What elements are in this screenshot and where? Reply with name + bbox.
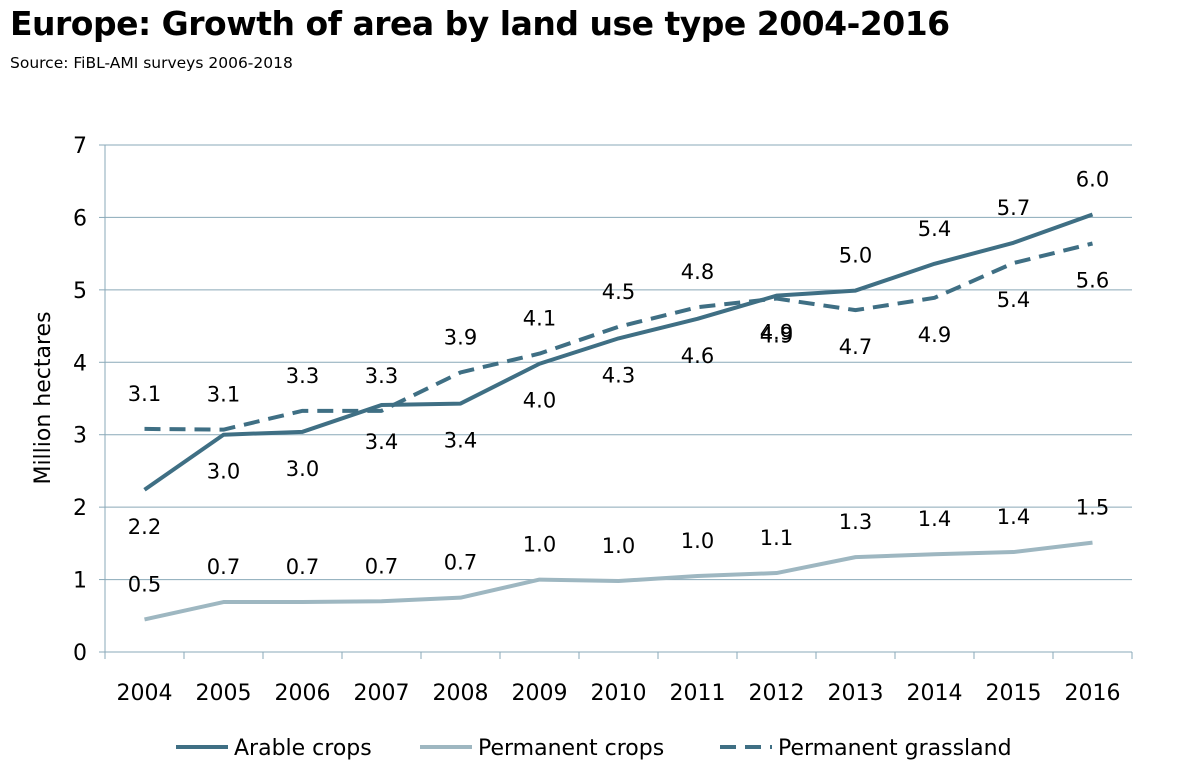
data-label: 0.7 xyxy=(365,554,398,578)
data-label: 0.7 xyxy=(207,555,240,579)
x-tick-label: 2007 xyxy=(354,681,410,706)
data-label: 3.1 xyxy=(207,383,240,407)
y-tick-label: 6 xyxy=(73,206,87,231)
x-tick-label: 2013 xyxy=(828,681,884,706)
data-label: 1.0 xyxy=(523,533,556,557)
chart-subtitle: Source: FiBL-AMI surveys 2006-2018 xyxy=(10,54,293,72)
series-line-permanent-crops xyxy=(144,540,1093,622)
data-labels: 2.2 3.0 3.0 3.4 3.4 4.0 4.3 4.6 4.9 5.0 5.4 5.7 6.0 0… xyxy=(128,168,1109,597)
y-tick-label: 0 xyxy=(73,641,87,666)
data-label: 3.9 xyxy=(444,325,477,349)
x-axis-ticks: 2004 2005 2006 2007 2008 2009 2010 2011 2012 2013… xyxy=(117,681,1121,706)
data-label: 4.1 xyxy=(523,307,556,331)
data-label: 3.4 xyxy=(444,429,477,453)
chart-title: Europe: Growth of area by land use type … xyxy=(10,4,950,43)
data-label: 0.7 xyxy=(444,551,477,575)
x-tick-label: 2010 xyxy=(591,681,647,706)
data-label: 4.5 xyxy=(602,280,635,304)
y-tick-label: 5 xyxy=(73,279,87,304)
legend-entry: Permanent grassland xyxy=(778,736,1012,761)
y-tick-label: 7 xyxy=(73,134,87,159)
data-label: 1.0 xyxy=(681,529,714,553)
y-axis-label: Million hectares xyxy=(31,311,56,484)
data-label: 5.6 xyxy=(1076,269,1109,293)
x-tick-label: 2006 xyxy=(275,681,331,706)
data-label: 5.7 xyxy=(997,196,1030,220)
series-line-permanent-grassland xyxy=(144,241,1093,432)
data-label: 1.1 xyxy=(760,526,793,550)
data-label: 5.0 xyxy=(839,244,872,268)
data-label: 4.3 xyxy=(602,363,635,387)
x-tick-label: 2005 xyxy=(196,681,252,706)
axes xyxy=(99,144,1133,659)
data-label: 5.4 xyxy=(918,217,951,241)
y-tick-label: 4 xyxy=(73,351,87,376)
data-label: 1.0 xyxy=(602,534,635,558)
data-label: 1.3 xyxy=(839,510,872,534)
x-tick-label: 2009 xyxy=(512,681,568,706)
data-label: 4.0 xyxy=(523,389,556,413)
y-tick-label: 1 xyxy=(73,569,87,594)
data-label: 3.4 xyxy=(365,430,398,454)
data-label: 4.6 xyxy=(681,344,714,368)
data-label: 2.2 xyxy=(128,515,161,539)
data-label: 4.7 xyxy=(839,335,872,359)
gridlines xyxy=(105,144,1132,581)
data-label: 4.9 xyxy=(918,323,951,347)
data-label: 3.0 xyxy=(286,457,319,481)
x-tick-label: 2011 xyxy=(670,681,726,706)
y-tick-label: 2 xyxy=(73,496,87,521)
data-label: 1.4 xyxy=(997,505,1030,529)
y-axis-ticks: 0 1 2 3 4 5 6 7 xyxy=(73,134,87,666)
x-tick-label: 2012 xyxy=(749,681,805,706)
data-label: 3.3 xyxy=(286,364,319,388)
legend: Arable crops Permanent crops Permanent gra… xyxy=(176,736,1012,761)
x-tick-label: 2015 xyxy=(986,681,1042,706)
data-label: 0.5 xyxy=(128,572,161,596)
data-label: 3.3 xyxy=(365,364,398,388)
data-label: 1.5 xyxy=(1076,496,1109,520)
data-label: 3.0 xyxy=(207,460,240,484)
data-label: 4.9 xyxy=(760,324,793,348)
series-lines xyxy=(143,212,1094,622)
x-tick-label: 2016 xyxy=(1065,681,1121,706)
y-tick-label: 3 xyxy=(73,424,87,449)
x-tick-label: 2008 xyxy=(433,681,489,706)
x-tick-label: 2004 xyxy=(117,681,173,706)
series-line-arable-crops xyxy=(143,212,1094,492)
data-label: 4.8 xyxy=(681,260,714,284)
legend-entry: Arable crops xyxy=(234,736,372,761)
legend-entry: Permanent crops xyxy=(478,736,664,761)
data-label: 5.4 xyxy=(997,288,1030,312)
data-label: 3.1 xyxy=(128,382,161,406)
data-label: 6.0 xyxy=(1076,168,1109,192)
data-label: 4.9 xyxy=(760,321,793,345)
data-label: 1.4 xyxy=(918,507,951,531)
data-label: 0.7 xyxy=(286,555,319,579)
x-tick-label: 2014 xyxy=(907,681,963,706)
